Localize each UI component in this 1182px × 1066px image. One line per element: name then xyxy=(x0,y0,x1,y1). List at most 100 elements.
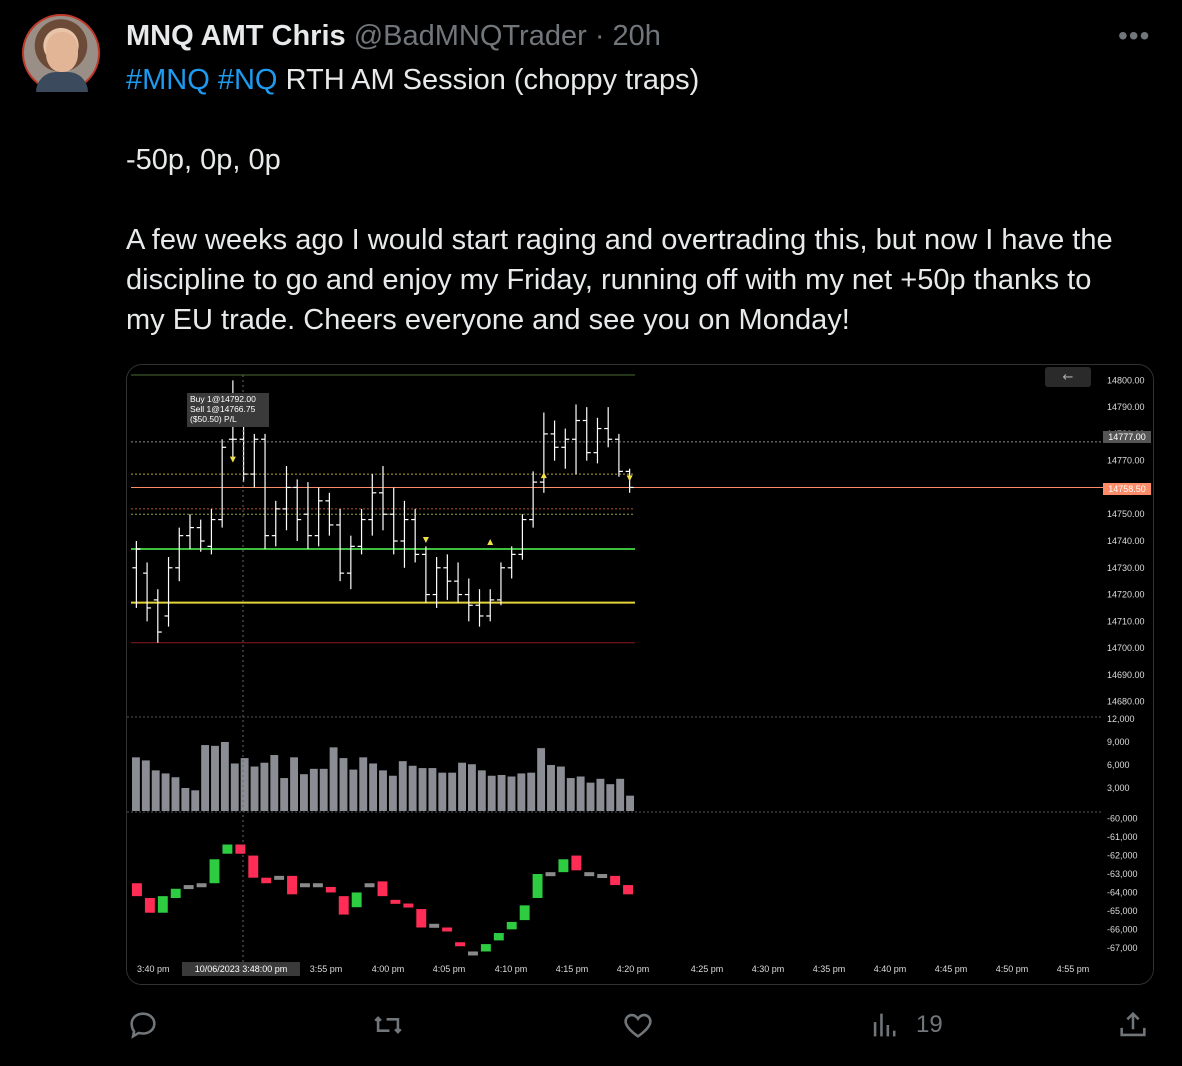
like-button[interactable] xyxy=(621,1008,655,1042)
trade-marker xyxy=(229,456,236,463)
volume-bar xyxy=(359,757,368,811)
ohlc-bar xyxy=(421,546,430,603)
delta-bar xyxy=(144,897,155,913)
volume-bar xyxy=(260,762,269,811)
ohlc-bar xyxy=(496,562,505,606)
author-name[interactable]: MNQ AMT Chris xyxy=(126,20,346,52)
time-axis-tick: 4:55 pm xyxy=(1057,964,1090,974)
delta-bar xyxy=(325,886,336,893)
crosshair-time-box xyxy=(182,962,300,976)
retweet-button[interactable] xyxy=(371,1008,405,1042)
hashtag-nq[interactable]: #NQ xyxy=(217,64,278,96)
delta-bar xyxy=(183,885,194,890)
delta-bar xyxy=(222,844,233,854)
ohlc-bar xyxy=(432,557,441,608)
volume-bar xyxy=(537,748,546,811)
trade-label-buy: Buy 1@14792.00 xyxy=(190,394,256,404)
delta-bar xyxy=(558,859,569,873)
ohlc-bar xyxy=(325,492,334,536)
delta-bar xyxy=(480,944,491,952)
volume-bar xyxy=(527,772,536,811)
delta-bar xyxy=(235,844,246,854)
ohlc-bar xyxy=(132,541,141,608)
volume-bar xyxy=(270,755,279,811)
tweet-time[interactable]: 20h xyxy=(612,20,661,52)
trade-label-pl: ($50.50) P/L xyxy=(190,414,237,424)
volume-bar xyxy=(448,772,457,811)
ohlc-bar xyxy=(346,535,355,590)
ohlc-bar xyxy=(572,404,581,475)
delta-bar xyxy=(455,942,465,947)
delta-bar xyxy=(261,877,272,884)
delta-axis-tick: -61,000 xyxy=(1107,832,1138,842)
volume-bar xyxy=(171,777,180,811)
volume-bar xyxy=(468,764,476,811)
views-button[interactable]: 19 xyxy=(868,1008,943,1042)
ohlc-bar xyxy=(464,578,473,622)
back-arrow-icon: ← xyxy=(1063,370,1074,385)
heart-icon xyxy=(624,1013,652,1038)
ohlc-bar xyxy=(261,433,270,550)
volume-bar xyxy=(220,742,229,811)
hashtag-mnq[interactable]: #MNQ xyxy=(126,64,210,96)
price-axis-tick: 14800.00 xyxy=(1107,375,1145,385)
author-handle[interactable]: @BadMNQTrader xyxy=(353,20,587,52)
volume-bar xyxy=(497,774,506,811)
current-price-label: 14758.50 xyxy=(1108,484,1146,494)
delta-bar xyxy=(274,875,285,880)
reply-button[interactable] xyxy=(126,1008,160,1042)
volume-bar xyxy=(438,772,447,811)
time-axis-tick: 3:40 pm xyxy=(137,964,170,974)
volume-bar xyxy=(191,790,200,811)
volume-bar xyxy=(300,774,308,811)
volume-bar xyxy=(161,773,170,811)
ohlc-bar xyxy=(443,554,452,600)
share-button[interactable] xyxy=(1116,1008,1150,1042)
time-axis-tick: 4:15 pm xyxy=(556,964,589,974)
ohlc-bar xyxy=(175,527,184,582)
delta-bar xyxy=(623,885,633,895)
volume-bar xyxy=(250,766,259,811)
back-button[interactable] xyxy=(1045,367,1091,387)
avatar-face xyxy=(46,32,78,72)
time-axis-tick: 4:00 pm xyxy=(372,964,405,974)
time-axis-tick: 4:20 pm xyxy=(617,964,650,974)
time-axis-tick: 3:55 pm xyxy=(310,964,343,974)
volume-bar xyxy=(477,770,486,811)
time-axis-tick: 4:35 pm xyxy=(813,964,846,974)
delta-bar xyxy=(338,896,349,915)
ohlc-bar xyxy=(454,562,463,603)
trading-chart: 14800.0014790.0014780.0014770.0014760.00… xyxy=(127,365,1153,984)
ohlc-bar xyxy=(518,514,527,560)
time-axis-tick: 4:25 pm xyxy=(691,964,724,974)
ohlc-bar xyxy=(561,428,570,469)
more-options-icon[interactable]: ••• xyxy=(1118,20,1151,51)
volume-bar xyxy=(319,768,328,811)
volume-bar xyxy=(487,775,496,811)
ohlc-bar xyxy=(368,474,377,536)
delta-bar xyxy=(584,872,595,877)
share-icon xyxy=(1120,1011,1146,1037)
delta-bar xyxy=(209,859,220,884)
volume-bar xyxy=(507,776,516,811)
ohlc-bar xyxy=(400,500,409,568)
price-axis-tick: 14690.00 xyxy=(1107,670,1145,680)
volume-axis-tick: 12,000 xyxy=(1107,714,1135,724)
ohlc-bar xyxy=(475,589,484,627)
prior-price-label: 14777.00 xyxy=(1108,432,1146,442)
delta-bar xyxy=(248,855,259,878)
delta-bar xyxy=(545,872,556,877)
trade-label-sell: Sell 1@14766.75 xyxy=(190,404,256,414)
ohlc-bar xyxy=(604,407,613,448)
delta-axis-tick: -67,000 xyxy=(1107,943,1138,953)
tweet-results: -50p, 0p, 0p xyxy=(126,144,281,176)
chart-image[interactable]: 14800.0014790.0014780.0014770.0014760.00… xyxy=(126,364,1154,985)
volume-bar xyxy=(240,758,249,811)
reply-icon xyxy=(130,1012,156,1039)
price-axis-tick: 14710.00 xyxy=(1107,616,1145,626)
ohlc-bar xyxy=(185,514,194,550)
ohlc-bar xyxy=(143,562,152,622)
volume-bar xyxy=(151,770,160,811)
author-avatar[interactable] xyxy=(22,14,100,92)
volume-bar xyxy=(606,784,615,811)
